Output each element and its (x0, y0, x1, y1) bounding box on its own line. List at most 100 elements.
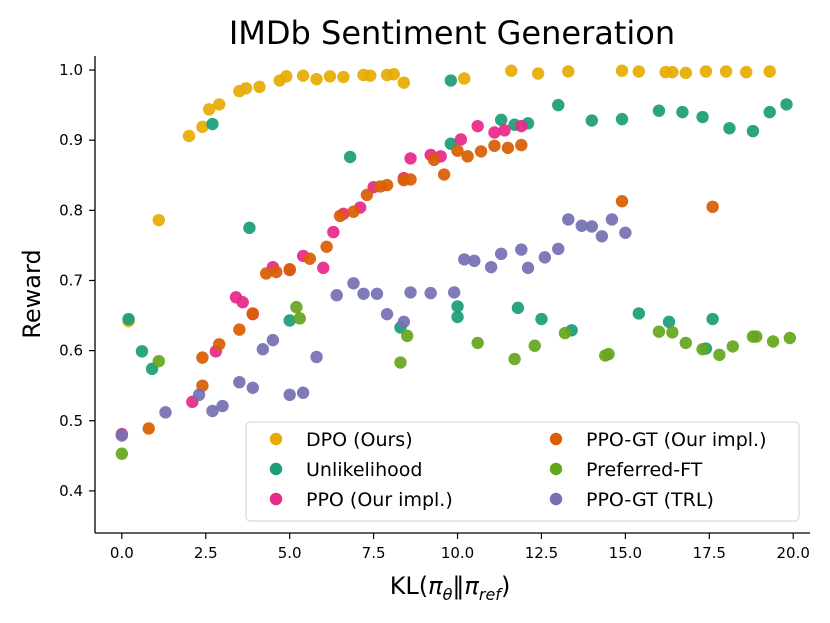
data-point-ppo-gt-trl (605, 213, 619, 226)
data-point-preferred-ft (766, 335, 780, 348)
data-point-ppo-our-impl (327, 225, 340, 239)
data-point-ppo-gt-trl (562, 213, 575, 226)
data-point-preferred-ft (696, 343, 709, 356)
data-point-ppo-our-impl (317, 261, 330, 275)
data-point-ppo-gt-trl (575, 219, 588, 232)
chart-title: IMDb Sentiment Generation (229, 14, 675, 52)
data-point-unlikelihood (535, 312, 548, 326)
y-tick-label: 0.8 (59, 201, 83, 219)
y-axis-label: Reward (18, 249, 46, 338)
legend-marker-ppo-our-impl (269, 492, 283, 506)
data-point-ppo-gt-our-impl (360, 188, 374, 202)
data-point-preferred-ft (783, 331, 797, 345)
series-ppo-gt-our-impl (142, 138, 719, 435)
x-tick-label: 12.5 (525, 544, 558, 562)
data-point-preferred-ft (726, 340, 739, 353)
data-point-ppo-gt-our-impl (474, 145, 488, 158)
legend-label-ppo-gt-our-impl: PPO-GT (Our impl.) (586, 429, 766, 451)
data-point-dpo-ours (182, 129, 196, 143)
y-tick-label: 1.0 (59, 61, 83, 79)
data-point-ppo-gt-our-impl (706, 200, 719, 214)
data-point-ppo-gt-trl (283, 388, 296, 402)
data-point-ppo-gt-trl (468, 254, 481, 268)
data-point-ppo-gt-trl (397, 315, 411, 329)
legend-label-ppo-our-impl: PPO (Our impl.) (306, 489, 453, 511)
data-point-unlikelihood (652, 104, 666, 117)
data-point-dpo-ours (763, 65, 776, 78)
data-point-dpo-ours (531, 67, 545, 80)
data-point-dpo-ours (615, 64, 629, 77)
data-point-ppo-gt-trl (484, 260, 498, 274)
data-point-ppo-gt-our-impl (404, 173, 417, 186)
legend-label-unlikelihood: Unlikelihood (306, 459, 422, 481)
data-point-ppo-gt-our-impl (196, 351, 209, 364)
data-point-unlikelihood (723, 122, 736, 135)
data-point-unlikelihood (676, 105, 689, 119)
data-point-ppo-gt-our-impl (347, 205, 360, 218)
data-point-unlikelihood (585, 114, 599, 127)
data-point-ppo-gt-our-impl (501, 141, 515, 155)
data-point-ppo-gt-trl (233, 375, 246, 389)
data-point-ppo-gt-trl (296, 386, 310, 399)
data-point-ppo-gt-our-impl (451, 144, 464, 157)
legend-label-dpo-ours: DPO (Ours) (306, 429, 413, 451)
legend-marker-ppo-gt-trl (549, 492, 563, 506)
data-point-unlikelihood (763, 105, 776, 119)
data-point-ppo-gt-trl (380, 307, 394, 321)
data-point-ppo-our-impl (454, 133, 468, 146)
data-point-ppo-gt-our-impl (615, 195, 629, 208)
data-point-ppo-gt-trl (159, 406, 172, 419)
series-preferred-ft (115, 300, 797, 460)
data-point-ppo-gt-trl (585, 220, 599, 233)
data-point-ppo-gt-our-impl (461, 150, 474, 163)
data-point-ppo-gt-trl (552, 242, 565, 256)
data-point-ppo-gt-our-impl (270, 265, 283, 279)
data-point-unlikelihood (243, 221, 256, 235)
data-point-unlikelihood (511, 301, 525, 315)
x-tick-label: 2.5 (194, 544, 218, 562)
data-point-ppo-gt-trl (424, 286, 437, 300)
data-point-ppo-gt-trl (266, 333, 280, 347)
x-axis-label-ref: ref (479, 585, 503, 604)
data-point-ppo-gt-trl (370, 287, 384, 300)
data-point-unlikelihood (615, 112, 629, 126)
x-tick-label: 15.0 (609, 544, 642, 562)
data-point-ppo-gt-trl (538, 251, 552, 264)
data-point-preferred-ft (528, 339, 541, 352)
data-point-dpo-ours (699, 65, 713, 78)
data-point-ppo-gt-our-impl (246, 307, 259, 320)
series-ppo-our-impl (115, 119, 528, 441)
data-point-ppo-gt-our-impl (320, 240, 333, 253)
axes-layer: 0.0 2.5 5.0 7.5 10.0 12.5 15.0 17.5 20.0 0.4 0.5 0.… (59, 56, 810, 562)
data-point-unlikelihood (696, 110, 709, 124)
data-point-dpo-ours (387, 68, 400, 81)
data-point-preferred-ft (666, 326, 679, 339)
x-tick-label: 20.0 (777, 544, 810, 562)
y-tick-label: 0.7 (59, 271, 83, 289)
data-point-ppo-gt-trl (246, 381, 259, 394)
data-point-ppo-gt-our-impl (142, 422, 155, 435)
data-point-ppo-gt-our-impl (213, 338, 226, 351)
data-point-ppo-gt-our-impl (283, 263, 296, 276)
data-point-dpo-ours (196, 120, 209, 134)
data-point-ppo-gt-trl (330, 289, 343, 302)
data-point-dpo-ours (280, 70, 293, 83)
data-point-preferred-ft (750, 330, 763, 343)
data-point-preferred-ft (652, 325, 666, 338)
data-point-dpo-ours (719, 65, 733, 78)
data-point-unlikelihood (343, 150, 357, 164)
data-point-dpo-ours (397, 76, 411, 89)
data-point-ppo-our-impl (471, 119, 484, 133)
y-tick-label: 0.9 (59, 131, 83, 149)
data-point-ppo-gt-our-impl (437, 168, 451, 181)
data-point-preferred-ft (115, 447, 129, 460)
data-point-unlikelihood (135, 345, 149, 358)
legend: DPO (Ours) PPO-GT (Our impl.) Unlikelihood… (245, 421, 800, 522)
data-point-ppo-gt-our-impl (380, 178, 394, 192)
data-point-preferred-ft (293, 312, 306, 325)
data-point-ppo-gt-our-impl (303, 252, 317, 265)
data-point-ppo-gt-our-impl (488, 139, 501, 152)
data-point-ppo-gt-trl (619, 226, 632, 239)
